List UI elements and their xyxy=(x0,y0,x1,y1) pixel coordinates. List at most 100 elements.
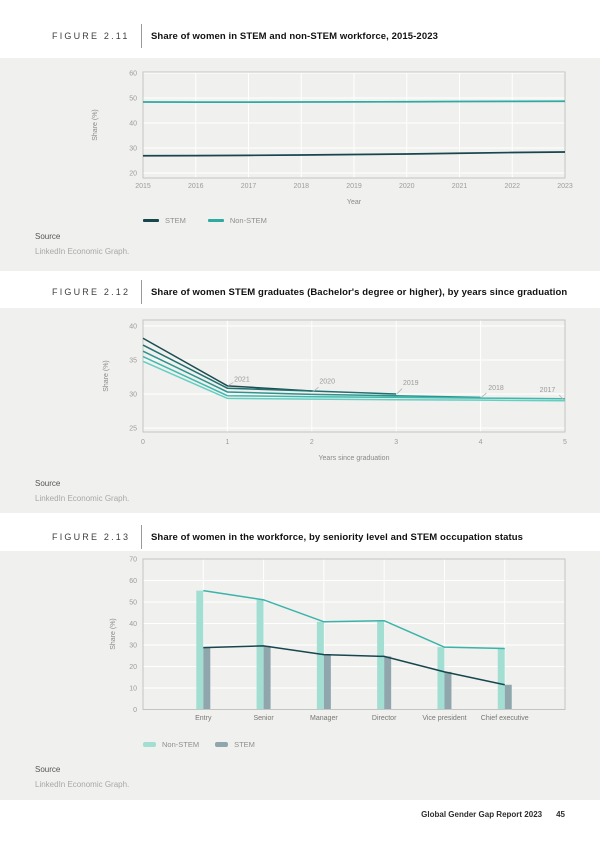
cohort-2019-leader xyxy=(396,388,403,394)
source-label: Source xyxy=(35,479,61,488)
svg-text:Manager: Manager xyxy=(310,715,338,722)
svg-text:2019: 2019 xyxy=(346,183,362,190)
svg-text:1: 1 xyxy=(225,439,229,446)
figure-title: Share of women in the workforce, by seni… xyxy=(151,531,524,543)
legend-label: STEM xyxy=(165,216,186,225)
svg-text:2020: 2020 xyxy=(399,183,415,190)
source-label: Source xyxy=(35,232,61,241)
chart-seniority: 0 10 20 30 40 50 60 70 Entry Senior Manager Directo… xyxy=(110,557,566,722)
figure-2-13-panel: 0 10 20 30 40 50 60 70 Entry Senior Manager Directo… xyxy=(0,551,600,800)
cohort-2018-line xyxy=(142,355,566,400)
source-text: LinkedIn Economic Graph. xyxy=(35,247,130,256)
legend-item-stem: STEM xyxy=(215,740,255,749)
cohort-2018-leader xyxy=(481,392,487,398)
legend-label: Non-STEM xyxy=(162,740,200,749)
svg-text:2: 2 xyxy=(310,439,314,446)
gridlines xyxy=(142,320,566,432)
svg-text:20: 20 xyxy=(129,664,137,671)
svg-text:2022: 2022 xyxy=(504,183,520,190)
svg-text:40: 40 xyxy=(129,324,137,331)
x-axis-label: Year xyxy=(347,199,362,206)
x-axis-label: Years since graduation xyxy=(319,455,390,462)
figure-divider xyxy=(141,280,142,304)
svg-text:0: 0 xyxy=(133,707,137,714)
bar-non-stem xyxy=(316,621,324,710)
bar-non-stem xyxy=(196,590,204,710)
svg-text:4: 4 xyxy=(479,439,483,446)
legend-label: STEM xyxy=(234,740,255,749)
gridlines xyxy=(142,72,566,178)
plot-border xyxy=(142,71,566,179)
svg-text:2023: 2023 xyxy=(557,183,573,190)
non-stem-line xyxy=(142,100,566,103)
cohort-2017-leader xyxy=(558,394,565,401)
figure-2-11-header: FIGURE 2.11 Share of women in STEM and n… xyxy=(0,22,600,50)
figure-divider xyxy=(141,525,142,549)
figure-title: Share of women in STEM and non-STEM work… xyxy=(151,30,438,42)
figure-2-12-header: FIGURE 2.12 Share of women STEM graduate… xyxy=(0,278,600,306)
svg-text:25: 25 xyxy=(129,426,137,433)
svg-text:2017: 2017 xyxy=(241,183,257,190)
figure-label: FIGURE 2.11 xyxy=(52,31,130,41)
svg-text:35: 35 xyxy=(129,358,137,365)
cohort-2020-leader xyxy=(313,386,319,392)
stem-line xyxy=(203,645,505,686)
legend-swatch xyxy=(207,219,224,222)
svg-text:70: 70 xyxy=(129,557,137,564)
svg-text:2015: 2015 xyxy=(135,183,151,190)
cohort-2020-label: 2020 xyxy=(319,378,335,385)
cohort-2021-leader xyxy=(228,382,234,386)
bar-stem xyxy=(203,647,211,710)
svg-text:10: 10 xyxy=(129,686,137,693)
footer-report-title: Global Gender Gap Report 2023 xyxy=(421,810,543,819)
source-label: Source xyxy=(35,765,61,774)
bar-stem xyxy=(263,645,271,710)
svg-text:60: 60 xyxy=(129,578,137,585)
bar-non-stem xyxy=(497,648,505,710)
legend-swatch xyxy=(143,742,156,747)
svg-text:5: 5 xyxy=(563,439,567,446)
cohort-2021-line xyxy=(142,337,312,392)
figure-title: Share of women STEM graduates (Bachelor'… xyxy=(151,286,568,298)
y-axis-label: Share (%) xyxy=(110,618,117,650)
svg-text:Senior: Senior xyxy=(253,715,274,722)
figure-label: FIGURE 2.13 xyxy=(52,532,131,542)
cohort-2019-line xyxy=(142,350,481,399)
figure-2-12-panel: 25 30 35 40 0 1 2 3 4 5 2021 2020 2019 2018 2017 Years … xyxy=(0,308,600,513)
legend-item-non-stem: Non-STEM xyxy=(207,216,267,225)
cohort-2020-line xyxy=(142,344,397,395)
bar-stem xyxy=(323,654,331,710)
svg-text:40: 40 xyxy=(129,121,137,128)
svg-text:3: 3 xyxy=(394,439,398,446)
bars xyxy=(196,590,512,710)
page-footer: Global Gender Gap Report 2023 45 xyxy=(421,810,565,819)
svg-text:Entry: Entry xyxy=(195,715,212,722)
svg-text:20: 20 xyxy=(129,171,137,178)
svg-text:2021: 2021 xyxy=(452,183,468,190)
legend-item-stem: STEM xyxy=(143,216,186,225)
source-text: LinkedIn Economic Graph. xyxy=(35,494,130,503)
svg-text:Director: Director xyxy=(372,715,397,722)
svg-text:40: 40 xyxy=(129,621,137,628)
footer-page-number: 45 xyxy=(556,810,565,819)
plot-border xyxy=(142,319,566,433)
bar-stem xyxy=(504,684,512,710)
svg-text:0: 0 xyxy=(141,439,145,446)
svg-text:30: 30 xyxy=(129,146,137,153)
bar-non-stem xyxy=(377,620,385,710)
non-stem-line xyxy=(203,589,505,650)
cohort-2017-label: 2017 xyxy=(540,387,556,394)
plot-border xyxy=(142,558,566,710)
bar-non-stem xyxy=(256,599,264,710)
svg-text:30: 30 xyxy=(129,392,137,399)
chart-stem-graduates: 25 30 35 40 0 1 2 3 4 5 2021 2020 2019 2018 2017 Years … xyxy=(103,319,567,462)
figure-2-13-header: FIGURE 2.13 Share of women in the workfo… xyxy=(0,523,600,551)
chart-stem-workforce-legend: STEM Non-STEM xyxy=(143,216,267,225)
bar-stem xyxy=(384,656,392,710)
figure-2-11-panel: 20 30 40 50 60 2015 2016 2017 2018 2019 2020 2021 20… xyxy=(0,58,600,271)
source-block: Source LinkedIn Economic Graph. xyxy=(35,765,129,789)
source-block: Source LinkedIn Economic Graph. xyxy=(35,232,129,256)
legend-swatch xyxy=(215,742,229,747)
legend-item-non-stem: Non-STEM xyxy=(143,740,199,749)
